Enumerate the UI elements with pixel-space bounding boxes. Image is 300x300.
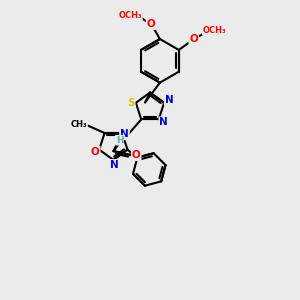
Text: O: O <box>147 19 155 29</box>
Text: N: N <box>110 160 119 170</box>
Text: CH₃: CH₃ <box>70 120 87 129</box>
Text: O: O <box>91 147 100 157</box>
Text: N: N <box>120 129 129 139</box>
Text: N: N <box>165 95 173 105</box>
Text: H: H <box>116 136 123 145</box>
Text: S: S <box>127 98 135 108</box>
Text: OCH₃: OCH₃ <box>202 26 226 34</box>
Text: N: N <box>159 117 168 128</box>
Text: O: O <box>132 150 141 160</box>
Text: O: O <box>189 34 198 44</box>
Text: OCH₃: OCH₃ <box>118 11 142 20</box>
